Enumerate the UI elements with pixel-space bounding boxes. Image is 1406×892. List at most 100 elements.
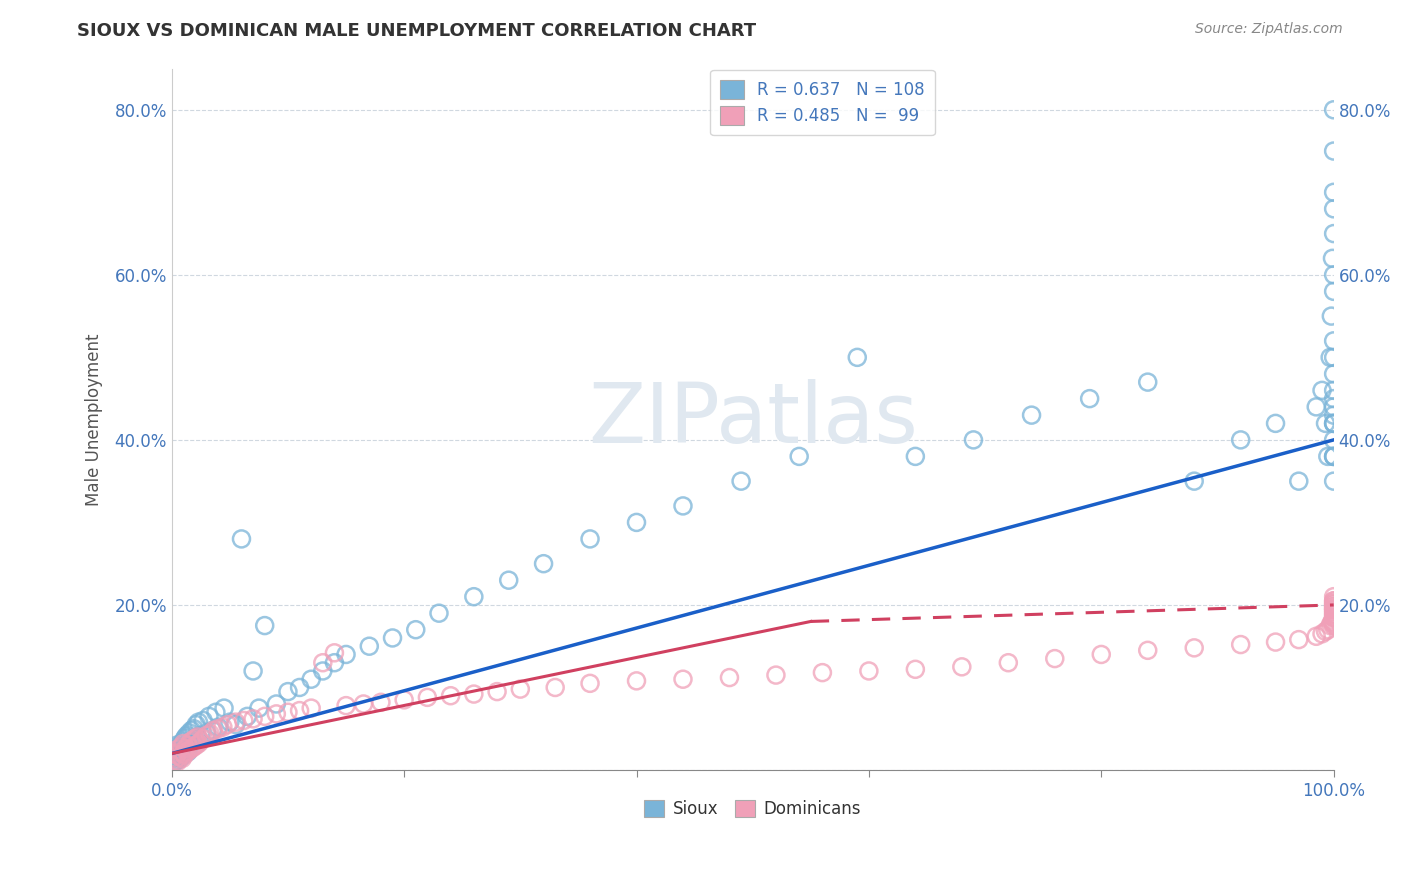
- Point: [225, 717, 247, 731]
- Point: [218, 715, 240, 730]
- Point: [381, 631, 404, 645]
- Point: [846, 351, 869, 365]
- Y-axis label: Male Unemployment: Male Unemployment: [86, 333, 103, 506]
- Point: [1322, 615, 1344, 629]
- Legend: Sioux, Dominicans: Sioux, Dominicans: [638, 793, 868, 825]
- Point: [439, 689, 461, 703]
- Point: [179, 726, 201, 740]
- Point: [1305, 629, 1327, 643]
- Point: [167, 749, 190, 764]
- Point: [225, 715, 247, 730]
- Point: [1323, 285, 1346, 299]
- Point: [672, 672, 695, 686]
- Point: [1323, 450, 1346, 464]
- Point: [1323, 450, 1346, 464]
- Point: [170, 737, 193, 751]
- Point: [672, 499, 695, 513]
- Point: [323, 656, 346, 670]
- Point: [163, 750, 186, 764]
- Point: [191, 714, 214, 728]
- Point: [180, 723, 202, 738]
- Point: [1323, 334, 1346, 348]
- Point: [173, 748, 195, 763]
- Point: [253, 709, 276, 723]
- Point: [904, 662, 927, 676]
- Point: [288, 704, 311, 718]
- Point: [1323, 186, 1346, 200]
- Point: [186, 730, 208, 744]
- Point: [858, 664, 880, 678]
- Point: [165, 755, 187, 769]
- Point: [266, 706, 288, 721]
- Point: [1323, 610, 1346, 624]
- Point: [1229, 638, 1251, 652]
- Point: [335, 698, 357, 713]
- Point: [463, 687, 485, 701]
- Point: [1323, 596, 1346, 610]
- Point: [217, 717, 239, 731]
- Point: [232, 714, 254, 728]
- Point: [288, 681, 311, 695]
- Point: [174, 730, 197, 744]
- Point: [1264, 417, 1286, 431]
- Point: [1323, 417, 1346, 431]
- Point: [1021, 408, 1043, 422]
- Point: [1323, 227, 1346, 241]
- Point: [1315, 624, 1337, 639]
- Point: [950, 660, 973, 674]
- Point: [1323, 607, 1346, 622]
- Point: [165, 742, 187, 756]
- Point: [198, 709, 221, 723]
- Point: [1323, 202, 1346, 216]
- Point: [299, 701, 322, 715]
- Point: [186, 717, 208, 731]
- Point: [1310, 627, 1333, 641]
- Point: [187, 737, 209, 751]
- Point: [1323, 616, 1346, 631]
- Point: [247, 701, 270, 715]
- Point: [1323, 606, 1346, 620]
- Point: [1323, 408, 1346, 422]
- Point: [730, 474, 752, 488]
- Point: [1136, 375, 1159, 389]
- Point: [811, 665, 834, 680]
- Point: [1090, 648, 1112, 662]
- Point: [1320, 616, 1343, 631]
- Point: [416, 690, 439, 705]
- Point: [1310, 384, 1333, 398]
- Point: [904, 450, 927, 464]
- Point: [1182, 474, 1205, 488]
- Point: [231, 532, 253, 546]
- Point: [353, 697, 375, 711]
- Text: ZIPatlas: ZIPatlas: [588, 379, 918, 459]
- Point: [1323, 590, 1346, 604]
- Point: [167, 739, 190, 754]
- Point: [1323, 605, 1346, 619]
- Point: [195, 726, 218, 740]
- Point: [463, 590, 485, 604]
- Point: [1078, 392, 1101, 406]
- Point: [187, 715, 209, 730]
- Point: [277, 684, 299, 698]
- Point: [1323, 599, 1346, 614]
- Point: [1323, 599, 1346, 614]
- Point: [169, 743, 191, 757]
- Point: [172, 746, 194, 760]
- Point: [1323, 433, 1346, 447]
- Point: [1323, 602, 1346, 616]
- Point: [172, 751, 194, 765]
- Point: [180, 741, 202, 756]
- Point: [190, 734, 212, 748]
- Point: [626, 673, 648, 688]
- Point: [579, 532, 602, 546]
- Point: [312, 656, 335, 670]
- Point: [359, 639, 381, 653]
- Point: [173, 731, 195, 746]
- Text: Source: ZipAtlas.com: Source: ZipAtlas.com: [1195, 22, 1343, 37]
- Point: [242, 664, 264, 678]
- Point: [1323, 384, 1346, 398]
- Point: [212, 701, 235, 715]
- Point: [173, 744, 195, 758]
- Point: [1322, 252, 1344, 266]
- Point: [207, 722, 229, 736]
